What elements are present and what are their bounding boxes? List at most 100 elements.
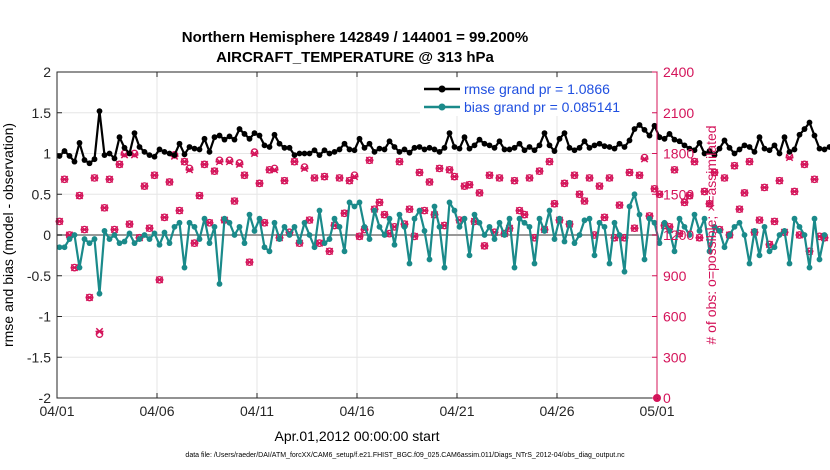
obs-assimilated-marker bbox=[335, 174, 344, 182]
bias-point bbox=[501, 232, 508, 238]
rmse-point bbox=[641, 126, 648, 133]
obs-assimilated-marker bbox=[165, 178, 174, 186]
obs-assimilated-marker bbox=[625, 168, 634, 177]
rmse-point bbox=[446, 130, 453, 137]
bias-point bbox=[476, 219, 483, 226]
bias-point bbox=[771, 244, 778, 251]
bias-point bbox=[551, 236, 558, 242]
rmse-point bbox=[146, 152, 153, 159]
bias-point bbox=[766, 248, 773, 255]
obs-assimilated-marker bbox=[585, 174, 594, 182]
obs-assimilated-marker bbox=[575, 190, 584, 198]
obs-assimilated-marker bbox=[735, 205, 744, 213]
bias-point bbox=[141, 232, 148, 238]
obs-assimilated-marker bbox=[640, 155, 649, 163]
rmse-point bbox=[731, 150, 738, 157]
rmse-point bbox=[336, 146, 343, 153]
bias-point bbox=[636, 211, 643, 218]
bias-point bbox=[271, 219, 278, 226]
bias-point bbox=[336, 223, 343, 230]
bias-point bbox=[361, 223, 368, 230]
bias-point bbox=[536, 215, 543, 222]
rmse-point bbox=[751, 148, 758, 155]
rmse-point bbox=[796, 131, 803, 138]
obs-assimilated-marker bbox=[405, 205, 414, 213]
obs-assimilated-marker bbox=[240, 171, 249, 179]
bias-point bbox=[561, 238, 568, 245]
x-tick-label: 05/01 bbox=[639, 403, 674, 419]
rmse-point bbox=[131, 130, 138, 137]
rmse-point bbox=[186, 144, 193, 150]
bias-point bbox=[56, 244, 63, 251]
rmse-point bbox=[341, 140, 348, 147]
bias-point bbox=[146, 236, 153, 242]
bias-point bbox=[166, 240, 173, 247]
rmse-point bbox=[261, 142, 268, 149]
rmse-point bbox=[316, 152, 323, 159]
obs-assimilated-marker bbox=[305, 216, 314, 224]
rmse-point bbox=[761, 145, 768, 152]
bias-point bbox=[461, 215, 468, 222]
rmse-point bbox=[461, 134, 468, 141]
rmse-point bbox=[351, 147, 358, 154]
obs-assimilated-marker bbox=[365, 156, 374, 165]
obs-assimilated-marker bbox=[60, 175, 69, 184]
bias-point bbox=[236, 223, 243, 230]
bias-point bbox=[411, 215, 418, 222]
rmse-point bbox=[711, 152, 718, 159]
obs-assimilated-marker bbox=[445, 166, 454, 174]
obs-assimilated-marker bbox=[785, 153, 794, 162]
obs-assimilated-marker bbox=[205, 219, 214, 227]
bias-point bbox=[401, 223, 408, 230]
obs-assimilated-marker bbox=[635, 171, 644, 179]
obs-assimilated-marker bbox=[570, 171, 579, 179]
rmse-point bbox=[636, 122, 643, 128]
rmse-point bbox=[546, 142, 553, 149]
bias-point bbox=[331, 215, 338, 222]
bias-point bbox=[126, 230, 133, 237]
rmse-point bbox=[526, 144, 533, 150]
rmse-point bbox=[301, 150, 308, 157]
rmse-point bbox=[311, 147, 318, 154]
bias-point bbox=[246, 211, 253, 218]
obs-assimilated-marker bbox=[770, 217, 779, 226]
bias-point bbox=[201, 215, 208, 222]
y-tick-label-left: -1.5 bbox=[27, 349, 51, 365]
rmse-point bbox=[656, 134, 663, 141]
rmse-point bbox=[561, 130, 568, 137]
rmse-point bbox=[531, 147, 538, 154]
rmse-point bbox=[816, 145, 823, 152]
rmse-point bbox=[586, 144, 593, 151]
y-tick-label-left: 2 bbox=[43, 64, 51, 80]
y-tick-label-left: -0.5 bbox=[27, 268, 51, 284]
rmse-point bbox=[96, 108, 103, 115]
bias-point bbox=[76, 264, 83, 271]
obs-assimilated-marker bbox=[150, 171, 159, 179]
y-tick-label-left: 0.5 bbox=[32, 186, 52, 202]
rmse-point bbox=[426, 144, 433, 151]
bias-point bbox=[61, 244, 68, 251]
bias-point bbox=[366, 236, 373, 242]
obs-assimilated-marker bbox=[520, 210, 529, 219]
y-tick-label-right: 0 bbox=[663, 390, 671, 406]
bias-point bbox=[291, 223, 298, 230]
bias-point bbox=[396, 211, 403, 218]
bias-point bbox=[91, 236, 98, 242]
bias-point bbox=[66, 236, 73, 242]
bias-point bbox=[391, 241, 398, 248]
rmse-point bbox=[211, 134, 218, 141]
obs-assimilated-marker bbox=[375, 198, 384, 207]
rmse-point bbox=[581, 138, 588, 145]
rmse-point bbox=[331, 148, 338, 155]
rmse-point bbox=[826, 144, 830, 150]
obs-assimilated-marker bbox=[595, 182, 604, 190]
bias-point bbox=[721, 244, 728, 251]
obs-assimilated-marker bbox=[85, 293, 94, 302]
bias-point bbox=[156, 241, 163, 248]
rmse-point bbox=[101, 152, 108, 159]
bias-point bbox=[661, 219, 668, 226]
bias-point bbox=[506, 215, 513, 222]
bias-point bbox=[121, 238, 128, 245]
rmse-point bbox=[521, 147, 528, 154]
rmse-point bbox=[631, 126, 638, 132]
